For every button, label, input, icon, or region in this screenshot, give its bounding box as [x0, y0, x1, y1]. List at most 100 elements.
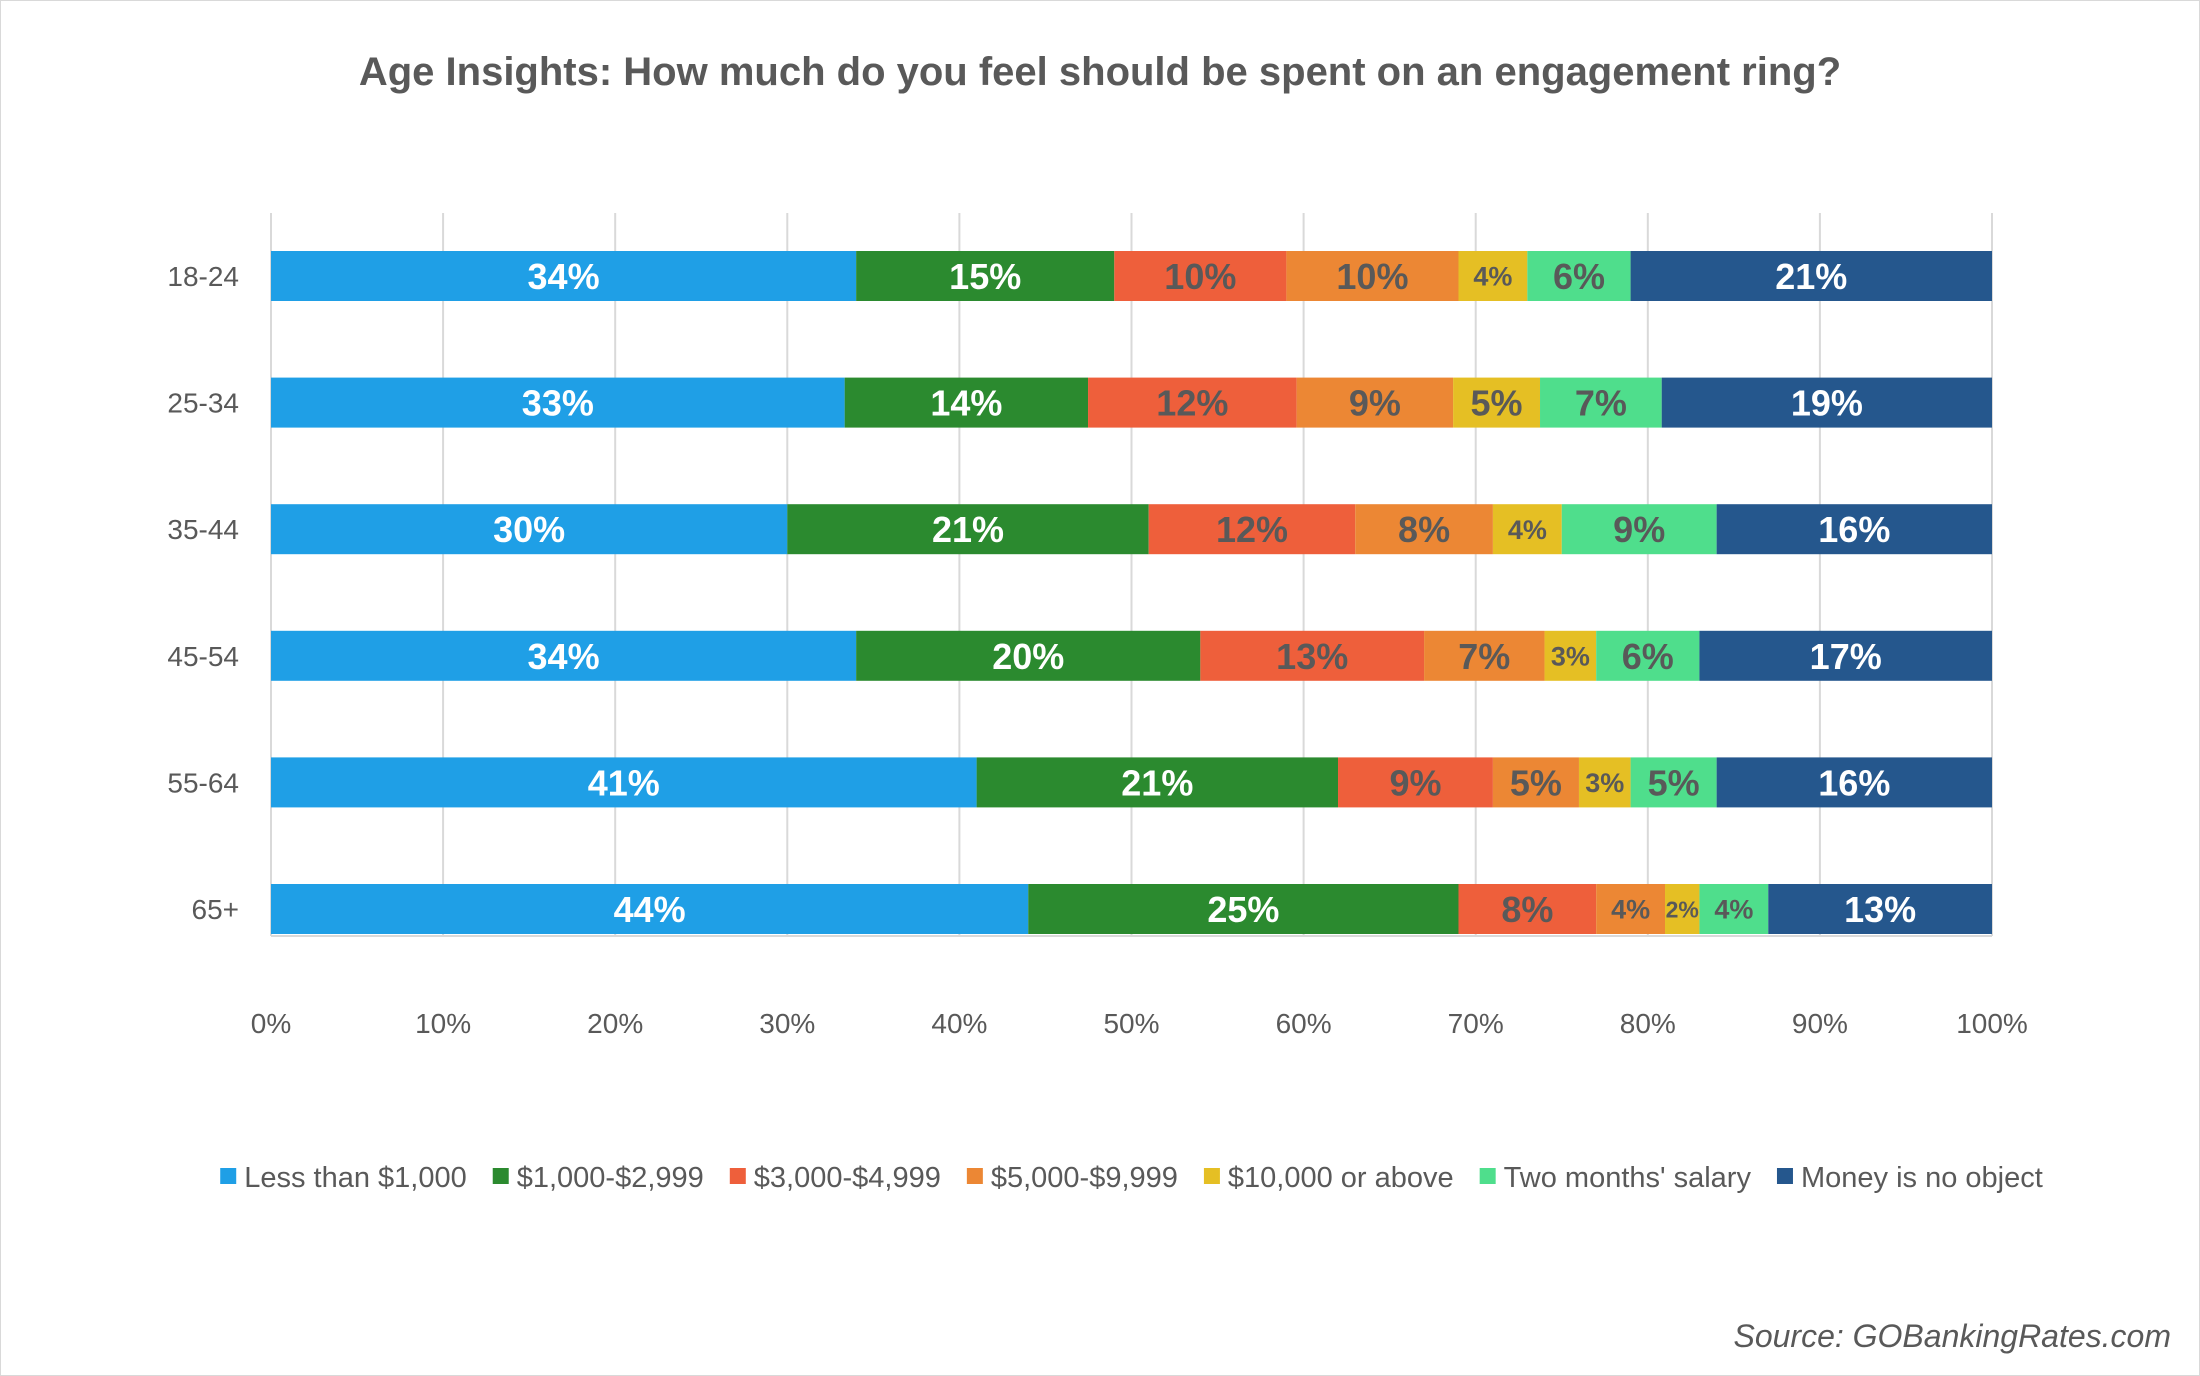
x-tick-label: 0% [251, 1008, 291, 1039]
legend-label: Two months' salary [1504, 1162, 1752, 1194]
bar-segment [271, 377, 845, 428]
x-tick-label: 20% [587, 1008, 643, 1039]
data-label: 16% [1818, 509, 1890, 550]
bar-segment [1286, 251, 1459, 301]
bar-segment [1492, 504, 1562, 555]
bar-segment [271, 251, 857, 301]
bar-segment [1768, 884, 1992, 934]
data-label: 4% [1508, 515, 1547, 545]
data-label: 9% [1389, 762, 1441, 803]
data-label: 4% [1611, 895, 1650, 925]
bar-segment [1561, 504, 1717, 555]
data-label: 9% [1613, 509, 1665, 550]
legend-swatch [966, 1168, 983, 1184]
bar-segment [1453, 377, 1541, 428]
data-label: 34% [528, 636, 600, 677]
bar-segment [856, 251, 1115, 301]
bar-segment [1578, 757, 1631, 808]
data-label: 3% [1551, 642, 1590, 672]
x-tick-label: 30% [759, 1008, 815, 1039]
data-label: 5% [1648, 762, 1700, 803]
data-label: 34% [528, 256, 600, 297]
bar-segment [1458, 884, 1597, 934]
y-tick-label: 18-24 [167, 261, 239, 292]
data-label: 25% [1207, 889, 1279, 930]
y-tick-label: 65+ [192, 894, 240, 925]
x-tick-label: 100% [1956, 1008, 2028, 1039]
y-tick-label: 25-34 [167, 388, 239, 419]
data-label: 21% [1121, 762, 1193, 803]
y-tick-label: 55-64 [167, 767, 239, 798]
data-label: 15% [949, 256, 1021, 297]
data-label: 21% [1775, 256, 1847, 297]
data-label: 3% [1585, 768, 1624, 798]
data-label: 12% [1216, 509, 1288, 550]
x-tick-label: 10% [415, 1008, 471, 1039]
data-label: 21% [932, 509, 1004, 550]
data-label: 2% [1666, 896, 1699, 922]
x-tick-label: 90% [1792, 1008, 1848, 1039]
gridlines [270, 213, 1993, 936]
legend-swatch [1479, 1168, 1496, 1184]
bar-segment [1540, 377, 1662, 428]
bar-segment [1716, 757, 1992, 808]
x-tick-label: 40% [931, 1008, 987, 1039]
bar-segment [1661, 377, 1992, 428]
bar-segment [1630, 251, 1992, 301]
chart-title: Age Insights: How much do you feel shoul… [359, 50, 1841, 94]
data-label: 16% [1818, 762, 1890, 803]
bar-segment [1492, 757, 1579, 808]
data-label: 17% [1810, 636, 1882, 677]
bar-segment [1200, 630, 1425, 681]
bar-segment [271, 504, 788, 555]
data-label: 4% [1473, 262, 1512, 292]
legend-swatch [1203, 1168, 1220, 1184]
data-label: 10% [1164, 256, 1236, 297]
bar-segment [1338, 757, 1493, 808]
bar-segment [271, 757, 977, 808]
data-label: 5% [1510, 762, 1562, 803]
bar-segment [1596, 884, 1666, 934]
data-label: 9% [1349, 383, 1401, 424]
legend-swatch [729, 1168, 746, 1184]
bar-segment [1028, 884, 1459, 934]
data-label: 6% [1622, 636, 1674, 677]
bar-segment [1527, 251, 1631, 301]
data-label: 13% [1276, 636, 1348, 677]
data-label: 12% [1156, 383, 1228, 424]
bar-segment [1458, 251, 1528, 301]
bar-segment [271, 884, 1029, 934]
bars: 34% 15% 10% 10% 4% 6% 21% 33% 14% 12% 9% 5% 7% 19% 30%… [271, 251, 1992, 934]
bar-segment [1296, 377, 1454, 428]
bar-segment [1630, 757, 1717, 808]
bar-segment [1665, 884, 1700, 934]
data-label: 14% [930, 383, 1002, 424]
data-label: 7% [1575, 383, 1627, 424]
data-label: 44% [614, 889, 686, 930]
data-label: 33% [522, 383, 594, 424]
bar-segment [1088, 377, 1297, 428]
data-label: 5% [1471, 383, 1523, 424]
bar-segment [1699, 630, 1992, 681]
x-tick-label: 80% [1620, 1008, 1676, 1039]
bar-segment [271, 630, 857, 681]
y-tick-label: 35-44 [167, 514, 239, 545]
bar-segment [976, 757, 1339, 808]
bar-segment [1716, 504, 1992, 555]
bar-segment [1355, 504, 1493, 555]
data-label: 8% [1501, 889, 1553, 930]
bar-segment [1544, 630, 1597, 681]
data-label: 6% [1553, 256, 1605, 297]
data-label: 30% [493, 509, 565, 550]
bar-segment [1424, 630, 1545, 681]
x-tick-label: 70% [1448, 1008, 1504, 1039]
x-tick-label: 60% [1276, 1008, 1332, 1039]
x-tick-label: 50% [1103, 1008, 1159, 1039]
bar-segment [1596, 630, 1700, 681]
data-label: 20% [992, 636, 1064, 677]
data-label: 19% [1791, 383, 1863, 424]
legend-swatch [220, 1168, 237, 1184]
data-label: 13% [1844, 889, 1916, 930]
bar-segment [1148, 504, 1356, 555]
